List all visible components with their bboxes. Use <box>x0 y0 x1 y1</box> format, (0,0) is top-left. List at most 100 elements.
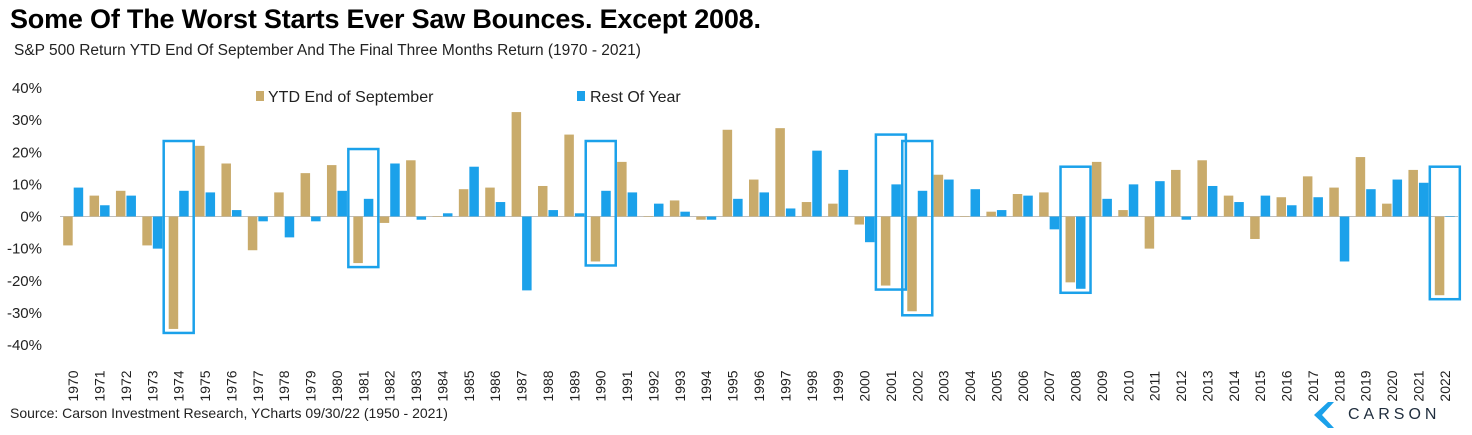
bar-ytd-2021 <box>1408 169 1418 217</box>
bar-rest-1984 <box>442 213 453 217</box>
x-tick-label: 1978 <box>276 370 292 401</box>
bar-rest-2021 <box>1418 182 1429 217</box>
x-tick-label: 2007 <box>1041 370 1057 401</box>
bar-ytd-1994 <box>696 216 706 220</box>
bar-ytd-1973 <box>142 216 152 246</box>
bar-rest-1991 <box>627 192 638 217</box>
bar-rest-1993 <box>680 211 690 217</box>
x-tick-label: 2001 <box>883 370 899 401</box>
bar-ytd-1990 <box>590 216 601 262</box>
bar-rest-1990 <box>601 190 611 217</box>
x-tick-label: 2016 <box>1279 370 1295 401</box>
bar-ytd-2001 <box>880 216 891 286</box>
x-tick-label: 2003 <box>936 370 952 401</box>
x-tick-label: 2022 <box>1437 370 1453 401</box>
bar-rest-2017 <box>1313 197 1323 217</box>
bar-ytd-1999 <box>828 203 838 217</box>
y-tick-label: -10% <box>7 241 42 258</box>
bar-rest-1980 <box>337 190 347 217</box>
x-tick-label: 1990 <box>593 370 609 401</box>
x-tick-label: 2012 <box>1173 370 1189 401</box>
bar-ytd-2003 <box>933 174 944 217</box>
highlight-box-1990 <box>584 139 617 267</box>
bar-ytd-1984 <box>432 216 442 217</box>
x-tick-label: 2000 <box>857 370 873 401</box>
legend-swatch-rest <box>577 91 585 101</box>
bar-ytd-1977 <box>247 216 258 251</box>
legend-label-ytd: YTD End of September <box>268 89 434 106</box>
bar-rest-2000 <box>865 216 875 243</box>
highlight-boxes-layer <box>162 133 1462 335</box>
bar-rest-2003 <box>944 179 954 217</box>
x-tick-label: 1999 <box>830 370 846 401</box>
bar-rest-1989 <box>574 213 585 217</box>
highlight-box-2008 <box>1059 165 1092 295</box>
bar-ytd-1979 <box>300 173 311 217</box>
bar-rest-2013 <box>1207 185 1218 217</box>
y-tick-label: 30% <box>12 112 42 129</box>
x-tick-label: 2005 <box>988 370 1004 401</box>
bar-rest-1997 <box>785 208 796 217</box>
x-tick-label: 1996 <box>751 370 767 401</box>
x-tick-label: 2019 <box>1358 370 1374 401</box>
x-tick-label: 2018 <box>1331 370 1347 401</box>
bar-ytd-2016 <box>1276 197 1287 217</box>
bar-ytd-2012 <box>1171 169 1181 217</box>
x-tick-label: 2021 <box>1410 370 1426 401</box>
x-tick-label: 1997 <box>777 370 793 401</box>
bar-rest-1985 <box>469 166 479 217</box>
highlight-box-2001 <box>874 133 908 291</box>
highlight-box-2022 <box>1428 165 1462 301</box>
bar-ytd-1978 <box>274 192 284 217</box>
highlight-box-1981 <box>347 147 380 269</box>
legend-swatch-ytd <box>256 91 264 101</box>
bar-rest-2004 <box>970 189 981 217</box>
bar-ytd-1972 <box>115 190 126 217</box>
bar-rest-1971 <box>100 205 110 217</box>
bar-ytd-2000 <box>854 216 865 225</box>
bar-ytd-2019 <box>1355 157 1366 217</box>
bar-ytd-1988 <box>537 185 548 217</box>
bar-ytd-1993 <box>669 200 680 217</box>
bar-ytd-2002 <box>907 216 917 312</box>
y-tick-label: 20% <box>12 144 42 161</box>
x-tick-label: 1974 <box>171 370 187 401</box>
x-tick-label: 1991 <box>619 370 635 401</box>
bar-rest-1981 <box>363 198 374 217</box>
x-tick-label: 1971 <box>92 370 108 401</box>
bar-rest-1972 <box>126 195 136 217</box>
highlight-box-2002 <box>901 139 934 317</box>
bar-rest-2018 <box>1339 216 1350 262</box>
bar-ytd-1980 <box>326 165 337 217</box>
tick-labels-layer: 40% 30% 20% 10% 0% -10% -20% -30% -40% 1970 1971 19… <box>7 80 1453 402</box>
bar-rest-2012 <box>1181 216 1192 220</box>
source-note: Source: Carson Investment Research, YCha… <box>10 405 448 421</box>
bar-rest-1975 <box>205 192 216 217</box>
x-tick-label: 2008 <box>1068 370 1084 401</box>
bar-rest-2002 <box>917 190 928 217</box>
bar-ytd-2017 <box>1302 176 1313 217</box>
bar-ytd-1997 <box>775 128 785 217</box>
x-tick-label: 1975 <box>197 370 213 401</box>
bar-rest-1979 <box>311 216 321 222</box>
bar-rest-1986 <box>495 202 506 217</box>
y-tick-label: -20% <box>7 273 42 290</box>
x-tick-label: 1987 <box>514 370 530 401</box>
bar-ytd-1974 <box>168 216 179 329</box>
bar-ytd-2014 <box>1223 195 1234 217</box>
bar-ytd-1985 <box>458 189 469 217</box>
bar-ytd-1970 <box>63 216 73 246</box>
carson-chevron-icon <box>1314 402 1334 428</box>
x-tick-label: 1994 <box>698 370 714 401</box>
x-tick-label: 2002 <box>909 370 925 401</box>
bar-ytd-1981 <box>353 216 363 264</box>
bar-ytd-2005 <box>986 211 996 217</box>
bar-ytd-1975 <box>195 145 205 217</box>
y-tick-label: 40% <box>12 80 42 97</box>
bar-rest-1998 <box>812 150 822 217</box>
bar-rest-2015 <box>1260 195 1271 217</box>
x-tick-label: 2011 <box>1147 371 1163 401</box>
x-tick-label: 1973 <box>144 370 160 401</box>
bar-ytd-1995 <box>722 129 733 217</box>
